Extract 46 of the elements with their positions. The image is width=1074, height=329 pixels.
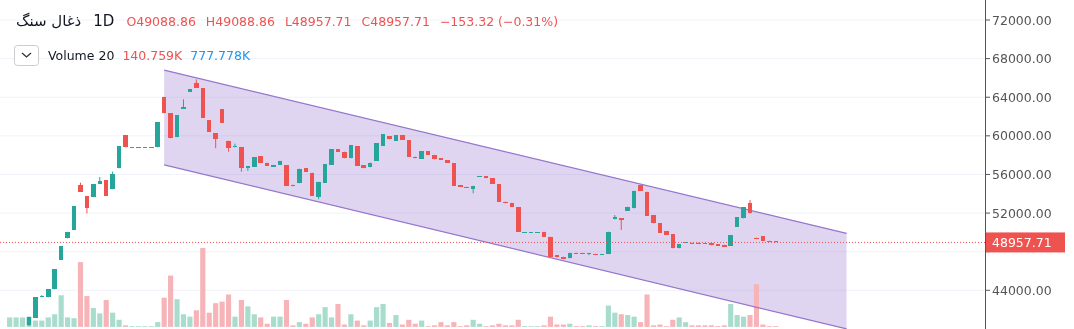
ref-line-label: 48957.71 [992, 234, 1052, 250]
bar [264, 323, 270, 327]
annotation: 777.778K [190, 48, 251, 63]
candlestick [239, 146, 244, 173]
annotation: 140.759K [122, 48, 184, 63]
bar [631, 316, 637, 327]
text: 1D [93, 12, 115, 30]
annotation: O49088.86 [126, 14, 196, 29]
bar [303, 323, 309, 327]
bar [103, 300, 109, 327]
annotation: −153.32 (−0.31%) [439, 14, 559, 29]
y-tick-label: 52000.00 [992, 205, 1052, 221]
bar [386, 322, 393, 327]
bar [309, 317, 315, 327]
bar [258, 317, 264, 327]
bar [296, 322, 302, 327]
bar [232, 316, 238, 327]
bar [412, 323, 418, 327]
annotation: H49088.86 [205, 14, 275, 29]
bar [419, 320, 425, 327]
annotation: Volume 20 [48, 48, 115, 63]
bar [393, 315, 399, 327]
bar [316, 314, 322, 327]
y-tick-label: 60000.00 [992, 128, 1052, 144]
bar [515, 319, 521, 327]
bar [116, 319, 122, 327]
bar [7, 317, 13, 327]
y-tick-label: 56000.00 [992, 166, 1052, 182]
y-tick-label: 72000.00 [992, 12, 1052, 28]
bar [728, 303, 734, 327]
bar [348, 314, 354, 327]
y-tick-label: 68000.00 [992, 51, 1052, 67]
bar [251, 314, 257, 327]
bar [238, 300, 244, 327]
bar [110, 312, 116, 327]
y-tick-label: 44000.00 [992, 282, 1052, 298]
bar [618, 314, 624, 327]
annotation: L48957.71 [284, 14, 352, 29]
bar [567, 323, 573, 327]
bar [245, 306, 251, 327]
text: ذغال سنگ [16, 12, 82, 30]
y-tick-label: 64000.00 [992, 89, 1052, 105]
bar [625, 315, 631, 327]
annotation: C48957.71 [361, 14, 430, 29]
candlestick [33, 297, 38, 318]
candlestick [322, 164, 328, 183]
